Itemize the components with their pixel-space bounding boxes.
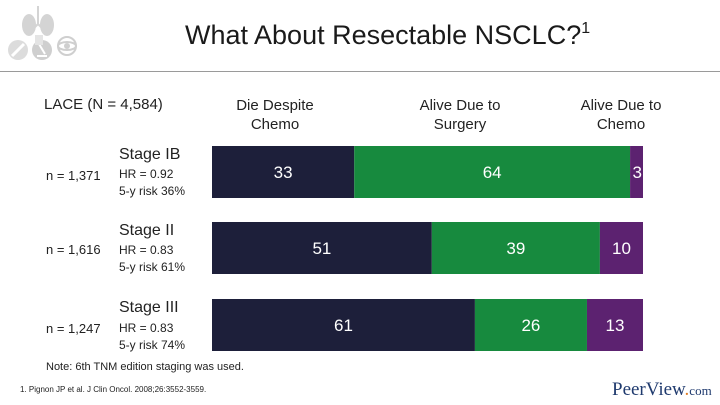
- bar-stage-iii-die-despite-chemo: [212, 299, 475, 351]
- bar-stage-ii-alive-due-to-surgery: [431, 222, 600, 274]
- bar-stage-iii-alive-due-to-chemo: [586, 299, 643, 351]
- hazard-ratio-stage-ib: HR = 0.92: [119, 167, 174, 181]
- bar-stage-ib-alive-due-to-surgery: [354, 146, 631, 198]
- page-title: What About Resectable NSCLC?1: [185, 20, 590, 51]
- hazard-ratio-stage-iii: HR = 0.83: [119, 321, 174, 335]
- label-stage-ib-alive-due-to-chemo: 3: [633, 163, 642, 182]
- label-stage-iii-alive-due-to-chemo: 13: [606, 316, 625, 335]
- peerview-logo: PeerView.com: [612, 379, 712, 401]
- label-stage-iii-alive-due-to-surgery: 26: [521, 316, 540, 335]
- title-superscript: 1: [581, 20, 591, 37]
- bar-stage-iii-alive-due-to-surgery: [474, 299, 587, 351]
- sample-size-stage-ib: n = 1,371: [46, 168, 101, 183]
- label-stage-ib-alive-due-to-surgery: 64: [483, 163, 502, 182]
- atom-icon: [57, 36, 77, 56]
- chart-title: LACE (N = 4,584): [44, 96, 163, 113]
- sample-size-stage-iii: n = 1,247: [46, 321, 101, 336]
- brand-main: PeerView: [612, 379, 685, 400]
- legend-alive-due-to-surgery: Alive Due to Surgery: [419, 97, 501, 133]
- bar-stage-ib-die-despite-chemo: [212, 146, 355, 198]
- stage-label-iii: Stage III: [119, 299, 179, 316]
- hr-block-stage-ii: HR = 0.83 5-y risk 61%: [119, 242, 185, 276]
- bar-stage-ii-alive-due-to-chemo: [599, 222, 643, 274]
- sample-size-stage-ii: n = 1,616: [46, 242, 101, 257]
- legend-alive-due-to-chemo: Alive Due to Chemo: [580, 97, 662, 133]
- title-divider: [0, 71, 720, 72]
- hr-block-stage-ib: HR = 0.92 5-y risk 36%: [119, 166, 185, 200]
- hazard-ratio-stage-ii: HR = 0.83: [119, 243, 174, 257]
- five-year-risk-stage-ib: 5-y risk 36%: [119, 184, 186, 198]
- legend-die-despite-chemo: Die Despite Chemo: [236, 97, 314, 133]
- five-year-risk-stage-iii: 5-y risk 74%: [119, 338, 186, 352]
- lungs-icon: [22, 6, 54, 36]
- stage-label-ib: Stage IB: [119, 146, 181, 163]
- staging-note: Note: 6th TNM edition staging was used.: [46, 361, 244, 373]
- document-icon: [35, 35, 43, 45]
- logo-icons: [8, 6, 77, 60]
- bar-stage-ii-die-despite-chemo: [212, 222, 432, 274]
- brand-dot: .: [684, 379, 690, 400]
- title-text: What About Resectable NSCLC?: [185, 20, 582, 50]
- label-stage-ii-alive-due-to-surgery: 39: [506, 239, 525, 258]
- hr-block-stage-iii: HR = 0.83 5-y risk 74%: [119, 320, 185, 354]
- label-stage-iii-die-despite-chemo: 61: [334, 316, 353, 335]
- five-year-risk-stage-ii: 5-y risk 61%: [119, 260, 186, 274]
- stage-label-ii: Stage II: [119, 222, 175, 239]
- label-stage-ii-alive-due-to-chemo: 10: [612, 239, 631, 258]
- reference-citation: 1. Pignon JP et al. J Clin Oncol. 2008;2…: [20, 385, 207, 394]
- brand-suffix: com: [689, 383, 712, 398]
- label-stage-ib-die-despite-chemo: 33: [274, 163, 293, 182]
- label-stage-ii-die-despite-chemo: 51: [312, 239, 331, 258]
- syringe-icon: [8, 40, 28, 60]
- bar-stage-ib-alive-due-to-chemo: [630, 146, 643, 198]
